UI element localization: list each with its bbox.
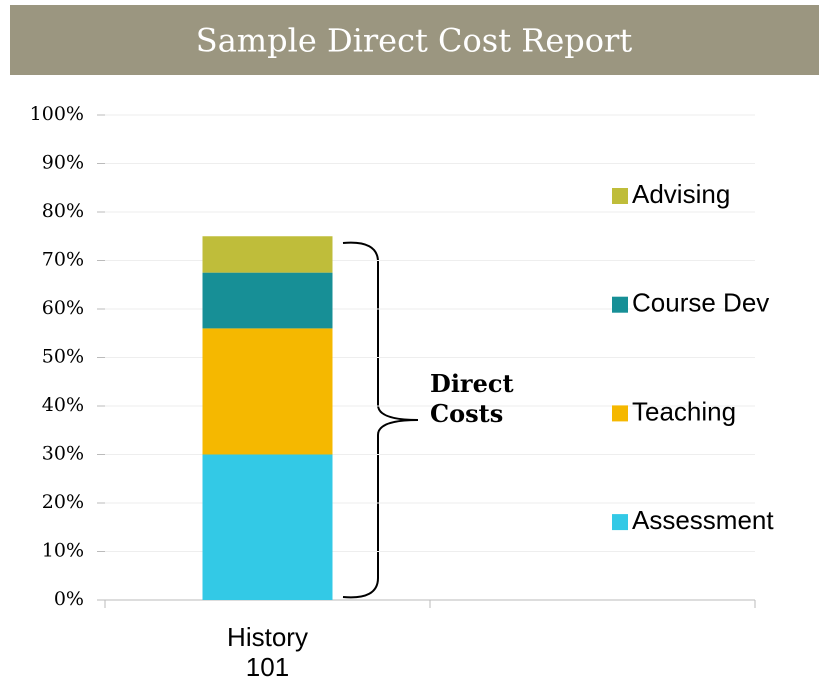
- y-tick-label: 0%: [54, 588, 84, 610]
- y-tick-label: 80%: [42, 200, 84, 222]
- bar-segment: [202, 236, 333, 273]
- y-tick-label: 30%: [42, 443, 84, 465]
- legend-swatch: [612, 514, 628, 531]
- y-tick-label: 50%: [42, 346, 84, 368]
- bar-segment: [202, 328, 333, 455]
- chart-title: Sample Direct Cost Report: [196, 22, 633, 60]
- bar-segment: [202, 454, 333, 600]
- legend-swatch: [612, 405, 628, 422]
- legend-swatch: [612, 188, 628, 204]
- brace: [342, 241, 419, 599]
- y-tick-label: 70%: [42, 249, 84, 271]
- legend-label: Course Dev: [632, 288, 769, 318]
- y-tick-label: 10%: [42, 540, 84, 562]
- legend-label: Advising: [632, 179, 730, 209]
- legend-label: Teaching: [632, 396, 736, 426]
- bar-segment: [202, 272, 333, 329]
- y-tick-label: 40%: [42, 394, 84, 416]
- y-tick-label: 20%: [42, 491, 84, 513]
- y-tick-label: 100%: [30, 103, 84, 125]
- y-tick-label: 60%: [42, 297, 84, 319]
- title-bar: [10, 5, 819, 75]
- y-tick-label: 90%: [42, 152, 84, 174]
- legend-label: Assessment: [632, 505, 774, 535]
- legend-swatch: [612, 296, 628, 313]
- x-tick-label: History 101: [227, 622, 308, 682]
- annotation: Direct Costs: [430, 369, 514, 428]
